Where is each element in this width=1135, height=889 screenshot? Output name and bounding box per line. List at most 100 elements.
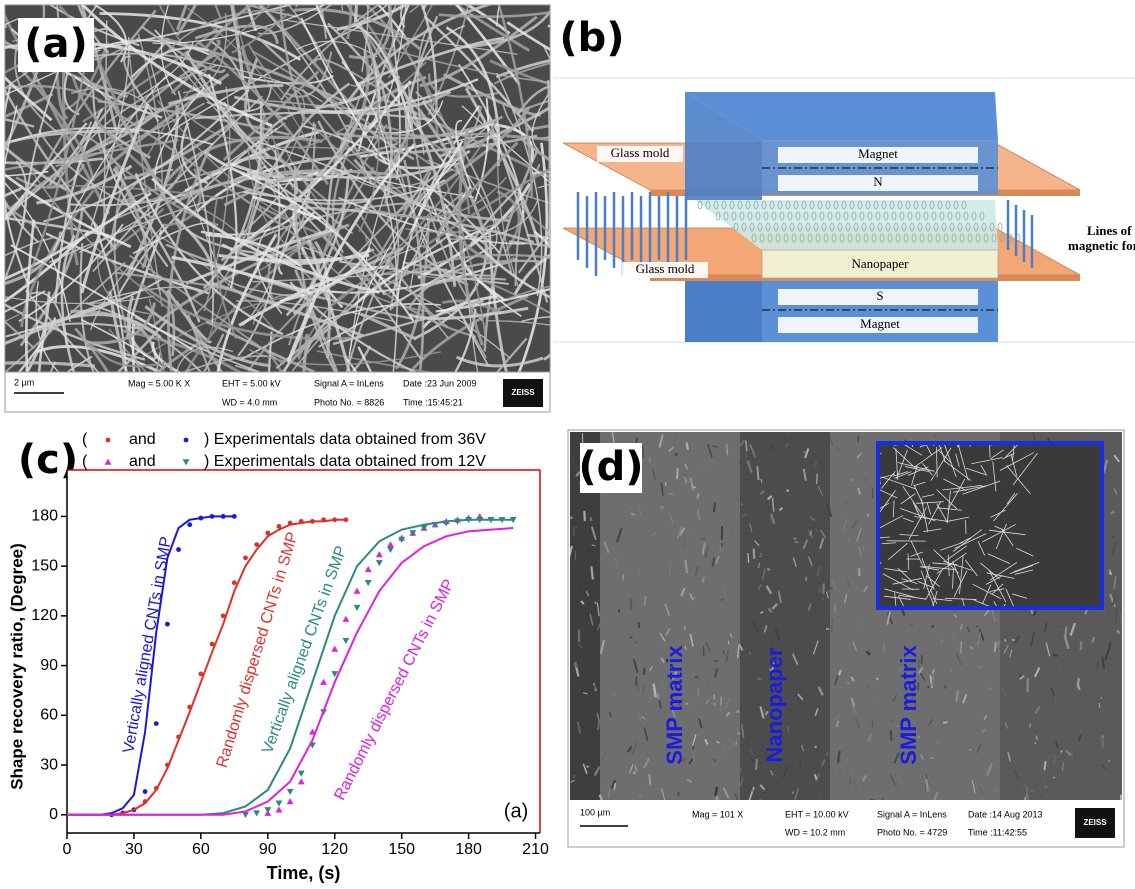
fiber [919,566,940,571]
texture-stroke [652,469,657,481]
fiber [892,577,923,585]
fiber [258,5,372,185]
texture-stroke [817,485,824,496]
fiber [166,9,285,53]
cnt [893,222,899,232]
texture-stroke [829,437,834,446]
fiber [953,485,987,493]
texture-stroke [582,692,588,695]
texture-stroke [695,611,701,619]
fiber [989,562,1018,581]
diagram-label: Lines of [1087,223,1132,238]
cnt [913,200,919,210]
cnt [955,211,961,221]
fiber [348,157,460,355]
fiber [947,478,966,510]
texture-stroke [863,585,869,593]
texture-stroke [689,477,695,492]
texture-stroke [837,669,842,676]
texture-stroke [815,528,818,532]
texture-stroke [838,766,843,779]
fiber [171,255,312,295]
cnt [747,211,753,221]
texture-stroke [920,655,924,665]
texture-stroke [736,710,740,713]
fiber [315,5,366,97]
fiber [203,100,263,290]
texture-stroke [1052,753,1057,766]
data-point [253,810,261,817]
fiber [428,73,499,98]
fiber [878,488,898,499]
cnt [729,200,735,210]
cnt [733,222,739,232]
texture-stroke [635,676,638,686]
texture-stroke [725,650,729,663]
texture-stroke [1069,622,1077,636]
fiber [977,541,986,556]
fiber [70,87,160,115]
fiber [108,290,128,372]
fiber [919,443,932,448]
texture-stroke [668,512,674,525]
fiber [985,574,1004,585]
cnt [769,200,775,210]
texture-stroke [966,642,971,655]
texture-stroke [911,721,916,727]
fiber [119,166,184,204]
cnt [927,233,933,243]
cnt [903,233,909,243]
texture-stroke [1113,576,1117,589]
texture-stroke [1056,666,1062,674]
fiber [194,39,329,186]
cnt [959,233,965,243]
texture-stroke [740,503,743,506]
fiber [114,165,148,269]
texture-stroke [1030,632,1035,647]
fiber [350,345,372,372]
fiber [898,594,927,600]
texture-stroke [854,716,860,729]
cnt [895,233,901,243]
info-text: Date :14 Aug 2013 [968,809,1043,819]
fiber [202,333,225,372]
fiber [982,524,1016,543]
texture-stroke [843,593,848,604]
cnt [787,211,793,221]
texture-stroke [672,440,676,446]
texture-stroke [1061,762,1064,772]
fiber [5,295,154,305]
fiber [464,5,511,35]
texture-stroke [665,756,671,763]
texture-stroke [1102,459,1109,473]
cnt [763,211,769,221]
texture-stroke [825,752,829,756]
y-tick-label: 150 [31,557,58,574]
data-point [286,798,294,805]
fiber [123,55,160,122]
label-bg [778,317,978,333]
fiber [246,5,297,18]
texture-stroke [1052,653,1059,657]
texture-stroke [826,574,830,578]
fiber [131,323,136,372]
fiber [221,243,375,265]
fiber [116,271,235,292]
fiber [1012,445,1015,461]
fiber [902,517,914,523]
cnt [941,222,947,232]
cnt [853,222,859,232]
texture-stroke [1033,667,1041,678]
legend-text: ( [82,453,88,470]
texture-stroke [704,545,709,558]
fiber [955,453,960,468]
fiber [989,588,1005,592]
texture-stroke [771,603,778,610]
texture-stroke [930,757,935,759]
fiber [986,572,1015,579]
texture-stroke [643,596,647,606]
fiber [345,357,358,372]
diagram-label: magnetic force [1068,238,1135,253]
fiber [892,471,908,477]
fiber [921,494,935,498]
